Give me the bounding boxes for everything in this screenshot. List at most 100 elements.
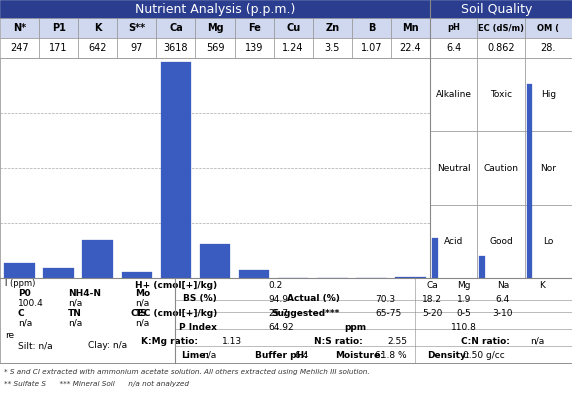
Text: 18.2: 18.2	[422, 294, 442, 303]
Bar	[352, 38, 391, 58]
Text: Soil Quality: Soil Quality	[461, 2, 533, 15]
Text: Toxic: Toxic	[490, 90, 512, 99]
Bar	[525, 18, 572, 38]
Bar	[525, 131, 572, 205]
Bar	[430, 58, 477, 131]
Text: OM (: OM (	[537, 24, 559, 33]
Text: 1.9: 1.9	[457, 294, 471, 303]
Text: 642: 642	[89, 43, 107, 53]
Bar	[477, 205, 525, 278]
Bar	[477, 131, 525, 205]
Text: Acid: Acid	[444, 237, 463, 246]
Text: N*: N*	[13, 23, 26, 33]
Text: Mg: Mg	[206, 23, 223, 33]
Bar	[200, 244, 231, 278]
Bar	[430, 18, 477, 38]
Text: 97: 97	[130, 43, 143, 53]
Text: Buffer pH:: Buffer pH:	[255, 351, 308, 360]
Text: Ca: Ca	[169, 23, 183, 33]
Bar	[432, 238, 438, 278]
Bar	[477, 58, 525, 131]
Bar	[175, 278, 572, 363]
Bar	[0, 278, 175, 363]
Text: Density:: Density:	[427, 351, 470, 360]
Text: 5-20: 5-20	[422, 309, 442, 318]
Text: n/a: n/a	[135, 318, 149, 327]
Text: 1.24: 1.24	[283, 43, 304, 53]
Bar	[395, 277, 426, 278]
Text: n/a: n/a	[530, 336, 544, 345]
Text: Mo: Mo	[135, 288, 150, 298]
Bar	[235, 18, 273, 38]
Text: 94.9: 94.9	[268, 294, 288, 303]
Text: H+ (cmol[+]/kg): H+ (cmol[+]/kg)	[135, 281, 217, 290]
Text: TN: TN	[68, 309, 82, 318]
Text: Nutrient Analysis (p.p.m.): Nutrient Analysis (p.p.m.)	[135, 2, 295, 15]
Text: 3-10: 3-10	[492, 309, 513, 318]
Bar	[78, 18, 117, 38]
Text: Nor: Nor	[541, 163, 557, 173]
Bar	[117, 18, 156, 38]
Text: Mg: Mg	[457, 281, 471, 290]
Text: Mn: Mn	[402, 23, 419, 33]
Text: 64.92: 64.92	[268, 323, 293, 332]
Text: 6.4: 6.4	[294, 351, 308, 360]
Text: Silt: n/a: Silt: n/a	[18, 342, 53, 351]
Text: re: re	[5, 331, 14, 340]
Text: Ca: Ca	[426, 281, 438, 290]
Text: 171: 171	[49, 43, 68, 53]
Text: 22.4: 22.4	[400, 43, 421, 53]
Bar	[5, 263, 35, 278]
Bar	[235, 38, 273, 58]
Text: 247: 247	[10, 43, 29, 53]
Text: K: K	[539, 281, 545, 290]
Text: 569: 569	[206, 43, 224, 53]
Text: 0.50 g/cc: 0.50 g/cc	[463, 351, 505, 360]
Text: Moisture:: Moisture:	[335, 351, 384, 360]
Text: TS: TS	[135, 309, 148, 318]
Text: Hig: Hig	[541, 90, 556, 99]
Bar	[161, 62, 191, 278]
Bar	[525, 205, 572, 278]
Text: pH: pH	[447, 24, 460, 33]
Text: 139: 139	[245, 43, 263, 53]
Bar	[196, 38, 235, 58]
Bar	[156, 38, 196, 58]
Bar	[0, 38, 39, 58]
Text: Zn: Zn	[325, 23, 339, 33]
Bar	[82, 240, 113, 278]
Text: BS (%): BS (%)	[183, 294, 217, 303]
Bar	[39, 38, 78, 58]
Bar	[477, 38, 525, 58]
Bar	[430, 38, 477, 58]
Bar	[78, 38, 117, 58]
Text: * S and Cl extracted with ammonium acetate solution. All others extracted using : * S and Cl extracted with ammonium aceta…	[4, 369, 370, 375]
Bar	[122, 272, 152, 278]
Bar	[313, 18, 352, 38]
Text: n/a: n/a	[202, 351, 216, 360]
Bar	[156, 18, 196, 38]
Bar	[430, 58, 572, 278]
Text: ** Sulfate S      *** Mineral Soil      n/a not analyzed: ** Sulfate S *** Mineral Soil n/a not an…	[4, 381, 189, 387]
Text: Lime:: Lime:	[181, 351, 209, 360]
Text: Lo: Lo	[543, 237, 554, 246]
Text: Alkaline: Alkaline	[436, 90, 472, 99]
Bar	[196, 18, 235, 38]
Text: Na: Na	[497, 281, 509, 290]
Text: CEC (cmol[+]/kg): CEC (cmol[+]/kg)	[131, 309, 217, 318]
Bar	[430, 205, 477, 278]
Text: Caution: Caution	[483, 163, 518, 173]
Text: ppm: ppm	[344, 323, 366, 332]
Text: 2.55: 2.55	[387, 336, 407, 345]
Text: 0-5: 0-5	[456, 309, 471, 318]
Text: 1.13: 1.13	[222, 336, 242, 345]
Text: P1: P1	[51, 23, 66, 33]
Bar	[43, 268, 74, 278]
Text: S**: S**	[128, 23, 145, 33]
Text: N:S ratio:: N:S ratio:	[314, 336, 363, 345]
Text: n/a: n/a	[135, 299, 149, 307]
Text: 3.5: 3.5	[324, 43, 340, 53]
Text: 65-75: 65-75	[375, 309, 401, 318]
Bar	[391, 18, 430, 38]
Bar	[0, 58, 430, 278]
